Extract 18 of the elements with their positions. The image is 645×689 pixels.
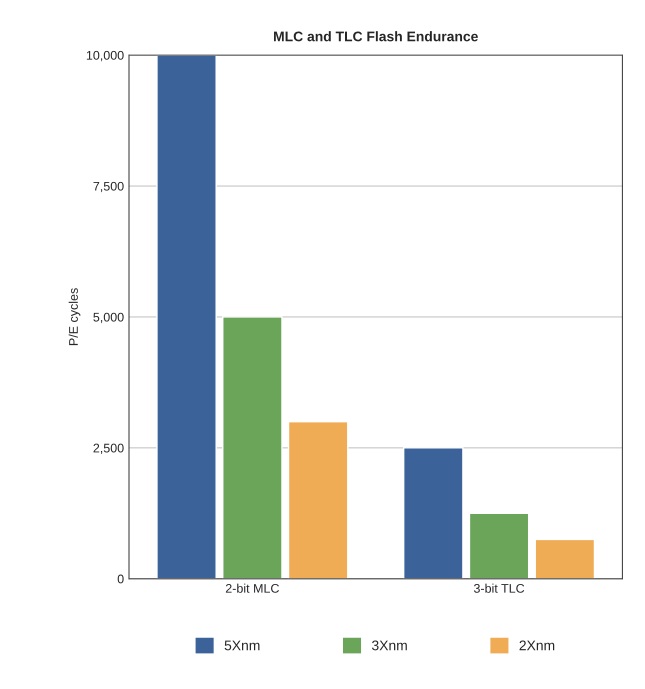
x-tick-label: 3-bit TLC <box>474 584 524 593</box>
chart-title: MLC and TLC Flash Endurance <box>274 31 478 42</box>
y-tick-label: 0 <box>118 574 124 584</box>
bar <box>534 538 596 579</box>
bar <box>468 512 530 579</box>
y-axis-title: P/E cycles <box>68 288 80 346</box>
y-tick-label: 2,500 <box>93 444 124 454</box>
bar <box>288 420 348 579</box>
legend-label: 2Xnm <box>520 640 554 650</box>
legend-label: 3Xnm <box>372 640 407 650</box>
y-tick-label: 10,000 <box>86 50 124 62</box>
legend-label: 5Xnm <box>224 640 260 650</box>
bar <box>402 447 464 579</box>
bar <box>222 316 283 579</box>
bar <box>156 55 217 579</box>
y-tick-label: 5,000 <box>93 312 124 324</box>
x-tick-label: 2-bit MLC <box>226 584 279 593</box>
y-tick-label: 7,500 <box>94 182 124 192</box>
